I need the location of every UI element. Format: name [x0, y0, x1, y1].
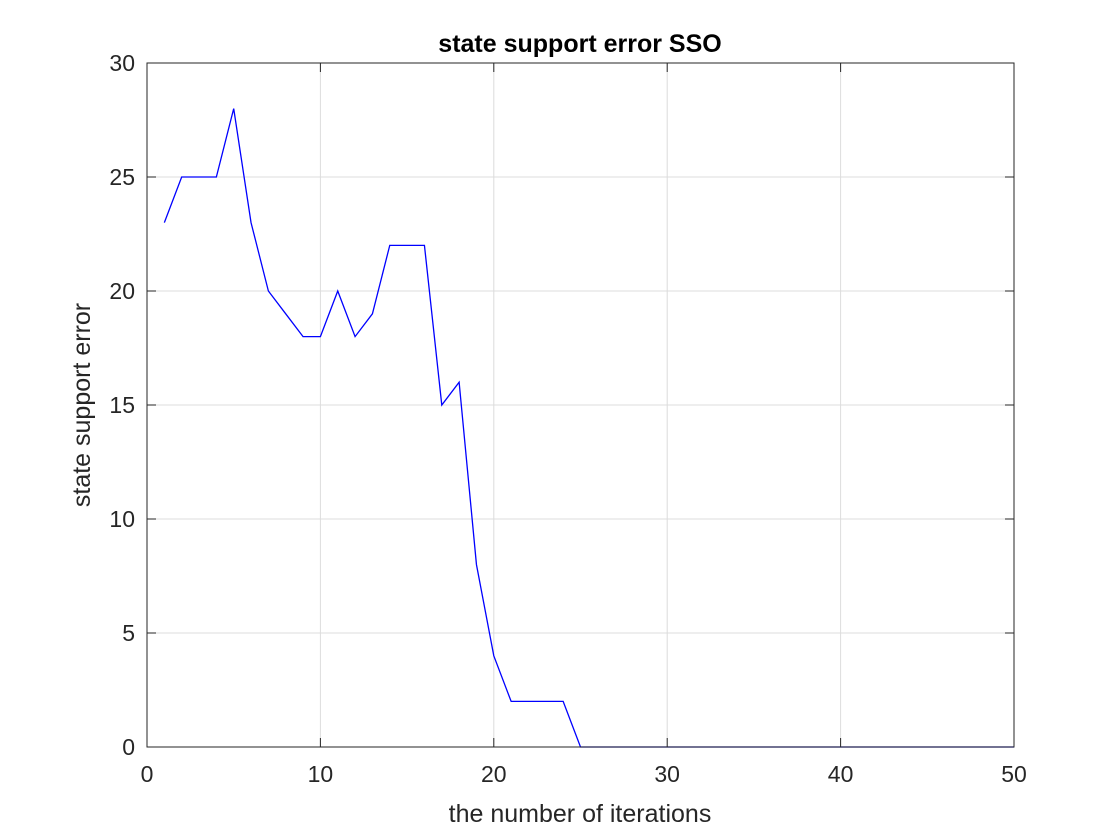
tick-labels: 0 10 20 30 40 50 0 5 10 15 20 25 30: [109, 50, 1026, 787]
x-tick-label: 0: [141, 761, 154, 787]
x-tick-label: 50: [1001, 761, 1027, 787]
y-tick-label: 25: [109, 164, 135, 190]
x-tick-label: 30: [654, 761, 680, 787]
x-tick-label: 40: [828, 761, 854, 787]
x-axis-label: the number of iterations: [449, 800, 712, 828]
chart-title: state support error SSO: [438, 30, 721, 58]
y-tick-label: 0: [122, 734, 135, 760]
y-tick-label: 5: [122, 620, 135, 646]
x-tick-label: 20: [481, 761, 507, 787]
y-tick-label: 15: [109, 392, 135, 418]
x-tick-label: 10: [308, 761, 334, 787]
y-tick-label: 30: [109, 50, 135, 76]
tick-marks: [146, 62, 1015, 748]
y-tick-label: 20: [109, 278, 135, 304]
y-tick-label: 10: [109, 506, 135, 532]
y-axis-label: state support error: [68, 303, 96, 507]
grid-lines: [147, 63, 1014, 747]
